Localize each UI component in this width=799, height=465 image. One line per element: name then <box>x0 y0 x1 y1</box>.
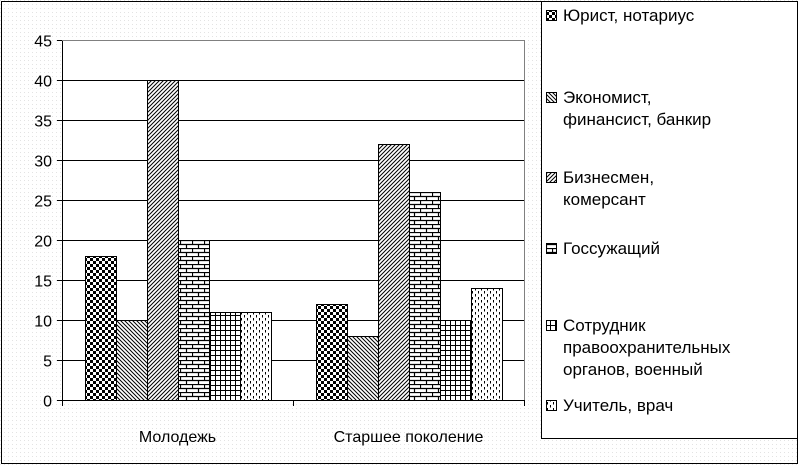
legend-swatch <box>546 243 557 254</box>
y-tick-label: 15 <box>34 274 52 291</box>
legend-swatch <box>546 320 557 331</box>
y-tick-label: 40 <box>34 74 52 91</box>
legend: Юрист, нотариус Экономист, финансист, банк… <box>541 1 798 439</box>
bar-series-6-category-1 <box>240 312 272 401</box>
y-tick-label: 35 <box>34 114 52 131</box>
legend-swatch <box>546 400 557 411</box>
bar-series-2-category-1 <box>116 320 148 401</box>
legend-label: Экономист, <box>563 88 651 107</box>
y-tick-label: 20 <box>34 234 52 251</box>
bar-series-2-category-2 <box>347 336 379 401</box>
x-category-label: Молодежь <box>139 429 216 446</box>
legend-label: Юрист, нотариус <box>563 6 695 25</box>
legend-label: Учитель, врач <box>563 396 673 415</box>
x-category-label: Старшее поколение <box>334 429 484 446</box>
y-tick-label: 0 <box>43 394 52 411</box>
bar-series-6-category-2 <box>471 288 503 401</box>
legend-label: Госсужащий <box>563 239 660 258</box>
legend-label: Сотрудник <box>563 316 646 335</box>
y-tick-label: 5 <box>43 354 52 371</box>
legend-label: правоохранительных <box>563 338 731 357</box>
y-tick-label: 25 <box>34 194 52 211</box>
x-axis-category-labels: Молодежь Старшее поколение <box>139 429 484 446</box>
bar-series-4-category-1 <box>178 240 210 401</box>
axes <box>62 40 525 406</box>
bar-series-1-category-2 <box>316 304 348 401</box>
legend-label: финансист, банкир <box>563 110 711 129</box>
legend-label: Бизнесмен, <box>563 168 654 187</box>
legend-label: органов, военный <box>563 360 703 379</box>
legend-swatch <box>546 10 557 21</box>
bar-series-3-category-2 <box>378 144 410 401</box>
y-tick-label: 30 <box>34 154 52 171</box>
y-tick-label: 45 <box>34 34 52 51</box>
bar-series-5-category-2 <box>440 320 472 401</box>
bars <box>85 80 503 401</box>
legend-box <box>541 1 798 439</box>
legend-swatch <box>546 92 557 103</box>
bar-series-3-category-1 <box>147 80 179 401</box>
y-tick-label: 10 <box>34 314 52 331</box>
legend-label: комерсант <box>563 190 646 209</box>
bar-series-1-category-1 <box>85 256 117 401</box>
bar-series-4-category-2 <box>409 192 441 401</box>
legend-swatch <box>546 172 557 183</box>
y-axis-tick-labels: 0 5 10 15 20 25 30 35 40 45 <box>34 34 52 411</box>
bar-series-5-category-1 <box>209 312 241 401</box>
